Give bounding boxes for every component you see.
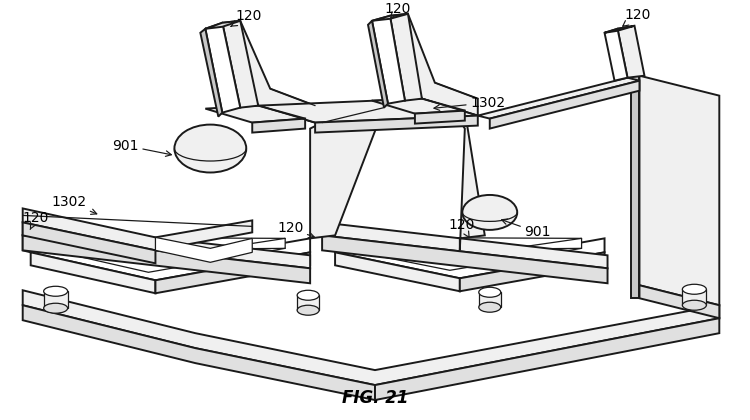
Polygon shape — [604, 29, 628, 81]
Polygon shape — [200, 29, 222, 117]
Polygon shape — [222, 21, 258, 108]
Polygon shape — [22, 235, 310, 283]
Polygon shape — [355, 237, 581, 270]
Polygon shape — [155, 252, 310, 293]
Polygon shape — [368, 21, 388, 108]
Polygon shape — [297, 295, 319, 310]
Polygon shape — [460, 252, 604, 291]
Polygon shape — [604, 26, 634, 33]
Ellipse shape — [478, 287, 501, 297]
Polygon shape — [310, 101, 384, 239]
Polygon shape — [335, 252, 460, 291]
Polygon shape — [22, 223, 310, 268]
Ellipse shape — [682, 300, 706, 310]
Polygon shape — [22, 235, 31, 252]
Polygon shape — [31, 252, 155, 293]
Polygon shape — [478, 292, 501, 307]
Text: 901: 901 — [502, 219, 551, 239]
Text: 901: 901 — [112, 139, 172, 156]
Polygon shape — [22, 223, 155, 263]
Polygon shape — [315, 116, 478, 133]
Polygon shape — [252, 118, 305, 133]
Polygon shape — [682, 289, 706, 305]
Ellipse shape — [478, 302, 501, 312]
Polygon shape — [322, 235, 608, 283]
Polygon shape — [372, 16, 405, 104]
Text: 120: 120 — [22, 211, 49, 229]
Text: 120: 120 — [277, 221, 314, 238]
Polygon shape — [53, 237, 285, 272]
Text: 120: 120 — [448, 218, 475, 237]
Polygon shape — [415, 110, 465, 123]
Text: 1302: 1302 — [434, 96, 506, 110]
Polygon shape — [155, 237, 252, 262]
Polygon shape — [375, 318, 719, 400]
Ellipse shape — [297, 305, 319, 315]
Text: 120: 120 — [385, 2, 411, 18]
Polygon shape — [390, 14, 422, 101]
Polygon shape — [640, 76, 719, 305]
Polygon shape — [478, 78, 640, 118]
Ellipse shape — [682, 284, 706, 294]
Text: FIG. 21: FIG. 21 — [342, 389, 408, 407]
Polygon shape — [258, 99, 478, 123]
Polygon shape — [22, 208, 252, 250]
Ellipse shape — [175, 125, 246, 173]
Polygon shape — [22, 305, 375, 400]
Polygon shape — [617, 26, 644, 78]
Polygon shape — [490, 81, 640, 129]
Polygon shape — [206, 106, 305, 123]
Ellipse shape — [297, 290, 319, 300]
Polygon shape — [335, 239, 604, 278]
Text: 120: 120 — [622, 8, 651, 26]
Text: 120: 120 — [231, 9, 262, 26]
Ellipse shape — [44, 286, 68, 296]
Text: 1302: 1302 — [51, 195, 97, 214]
Polygon shape — [222, 21, 315, 123]
Polygon shape — [390, 14, 478, 116]
Polygon shape — [640, 285, 719, 318]
Polygon shape — [454, 110, 484, 250]
Polygon shape — [206, 23, 240, 113]
Polygon shape — [22, 290, 719, 385]
Polygon shape — [372, 99, 465, 114]
Polygon shape — [372, 14, 408, 21]
Polygon shape — [632, 76, 640, 298]
Ellipse shape — [44, 303, 68, 313]
Ellipse shape — [462, 195, 518, 230]
Polygon shape — [31, 239, 310, 280]
Polygon shape — [322, 223, 608, 268]
Polygon shape — [206, 21, 240, 29]
Polygon shape — [44, 291, 68, 308]
